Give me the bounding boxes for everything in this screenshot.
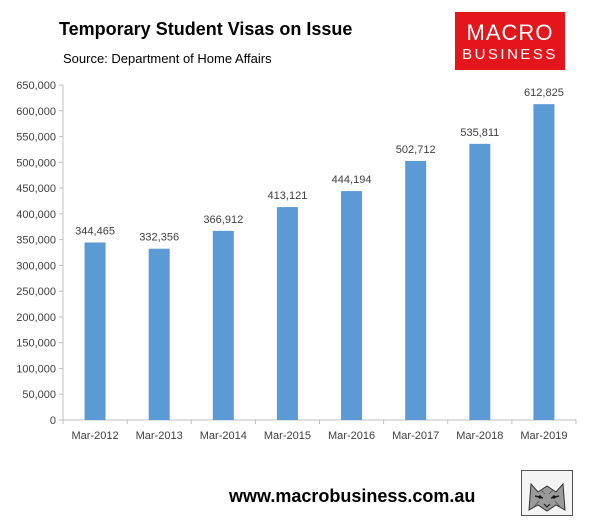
data-label: 344,465	[75, 225, 115, 237]
y-tick-label: 100,000	[16, 363, 56, 375]
wolf-emblem-icon	[521, 470, 573, 516]
footer-url: www.macrobusiness.com.au	[229, 486, 476, 506]
y-tick-label: 650,000	[16, 80, 56, 92]
chart-subtitle: Source: Department of Home Affairs	[63, 51, 272, 66]
logo-line-business: BUSINESS	[462, 46, 558, 63]
x-tick-label: Mar-2019	[520, 430, 567, 442]
y-tick-label: 600,000	[16, 106, 56, 118]
data-label: 535,811	[460, 127, 499, 139]
bar	[212, 230, 234, 420]
bar	[276, 207, 298, 420]
x-tick-label: Mar-2013	[136, 430, 183, 442]
data-label: 413,121	[268, 190, 308, 202]
bar	[533, 104, 555, 420]
data-label: 366,912	[203, 214, 243, 226]
bar	[405, 160, 427, 420]
logo-line-macro: MACRO	[466, 20, 554, 45]
x-tick-label: Mar-2017	[392, 430, 439, 442]
x-tick-label: Mar-2016	[328, 430, 375, 442]
y-tick-label: 0	[50, 415, 56, 427]
y-tick-label: 300,000	[16, 260, 56, 272]
y-tick-label: 400,000	[16, 209, 56, 221]
y-tick-label: 50,000	[22, 389, 56, 401]
y-tick-label: 350,000	[16, 235, 56, 247]
macrobusiness-logo: MACRO BUSINESS	[455, 12, 565, 70]
bar	[84, 242, 106, 420]
chart-title: Temporary Student Visas on Issue	[59, 19, 353, 39]
bar	[148, 248, 170, 420]
x-tick-label: Mar-2014	[200, 430, 247, 442]
bar-chart: 0 50,000 100,000 150,000 200,000 250,000 300,0…	[16, 80, 577, 442]
data-label: 444,194	[332, 174, 372, 186]
y-tick-label: 200,000	[16, 312, 56, 324]
data-label: 612,825	[524, 87, 564, 99]
x-tick-label: Mar-2015	[264, 430, 311, 442]
x-tick-label: Mar-2018	[456, 430, 503, 442]
data-label: 502,712	[396, 144, 436, 156]
y-tick-label: 500,000	[16, 157, 56, 169]
y-tick-label: 150,000	[16, 338, 56, 350]
x-tick-label: Mar-2012	[72, 430, 119, 442]
bar	[469, 143, 491, 420]
y-tick-label: 450,000	[16, 183, 56, 195]
y-tick-label: 550,000	[16, 132, 56, 144]
y-tick-label: 250,000	[16, 286, 56, 298]
data-label: 332,356	[139, 232, 179, 244]
bar	[341, 191, 363, 420]
